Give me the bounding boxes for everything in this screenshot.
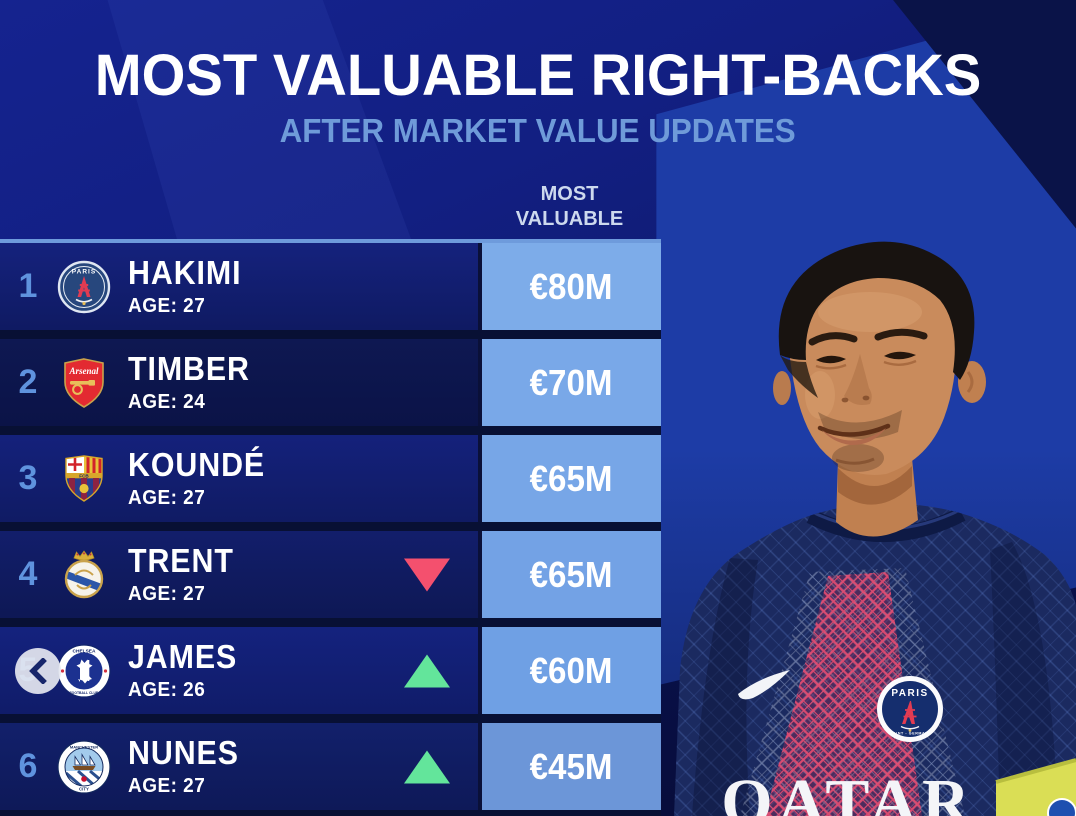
svg-text:CITY: CITY [79, 786, 89, 791]
table-row: 5 CHELSEA FOOTBALL CLUB JAMES AGE: 26 [0, 627, 661, 714]
svg-text:FCB: FCB [79, 473, 89, 478]
psg-crest-icon: PARIS SAINT - GERMAIN [877, 676, 943, 742]
player-name: NUNES [128, 733, 239, 771]
psg-badge-icon: PARIS [56, 259, 112, 315]
shirt: PARIS SAINT - GERMAIN QATAR [674, 503, 1076, 816]
table-row: 6 MANCHESTER CITY [0, 723, 661, 810]
trend-down-icon [404, 558, 450, 591]
market-value: €70M [530, 361, 613, 403]
player-info: KOUNDÉ AGE: 27 [128, 445, 277, 510]
value-column-header: MOST VALUABLE [478, 182, 661, 232]
player-age: AGE: 27 [128, 294, 206, 317]
market-value: €45M [530, 745, 613, 787]
market-value-cell: €65M [478, 531, 661, 618]
page-title: MOST VALUABLE RIGHT-BACKS [94, 43, 982, 108]
chelsea-badge-icon: CHELSEA FOOTBALL CLUB [56, 643, 112, 699]
captain-armband [995, 758, 1076, 816]
shirt-sponsor-text: QATAR [721, 766, 975, 816]
table-row: 4 TRENT AGE: 27 [0, 531, 661, 618]
player-info: HAKIMI AGE: 27 [128, 253, 251, 318]
nike-swoosh-icon [738, 670, 790, 700]
market-value: €60M [530, 649, 613, 691]
page-subtitle: AFTER MARKET VALUE UPDATES [279, 112, 797, 149]
svg-text:SAINT - GERMAIN: SAINT - GERMAIN [890, 732, 930, 736]
table-row: 3 FCB [0, 435, 661, 522]
market-value-cell: €70M [478, 339, 661, 426]
rank-number: 6 [18, 747, 38, 785]
rank-number: 2 [18, 363, 38, 401]
rank-number: 1 [18, 267, 38, 305]
player-name: TRENT [128, 541, 234, 579]
table-row: 2 Arsenal TIMBER AGE: 24 €70M [0, 339, 661, 426]
player-age: AGE: 27 [128, 582, 206, 605]
svg-text:PARIS: PARIS [891, 688, 928, 699]
table-row: 1 PARIS HAKIMI AGE: 27 €80M [0, 243, 661, 330]
player-photo: PARIS SAINT - GERMAIN QATAR [660, 220, 1076, 816]
arsenal-badge-icon: Arsenal [56, 355, 112, 411]
market-value-cell: €60M [478, 627, 661, 714]
ranking-table: 1 PARIS HAKIMI AGE: 27 €80M [0, 239, 661, 816]
rank-number: 4 [18, 555, 38, 593]
chevron-left-icon [29, 658, 47, 684]
player-info: TIMBER AGE: 24 [128, 349, 261, 414]
player-name: HAKIMI [128, 253, 242, 291]
player-age: AGE: 26 [128, 678, 206, 701]
svg-text:Arsenal: Arsenal [68, 366, 99, 376]
svg-text:CHELSEA: CHELSEA [73, 648, 96, 654]
player-info: TRENT AGE: 27 [128, 541, 243, 606]
market-value-cell: €45M [478, 723, 661, 810]
player-info: JAMES AGE: 26 [128, 637, 247, 702]
market-value: €65M [530, 457, 613, 499]
market-value-cell: €65M [478, 435, 661, 522]
table-top-border [0, 239, 661, 243]
player-age: AGE: 27 [128, 774, 206, 797]
market-value: €65M [530, 553, 613, 595]
player-name: TIMBER [128, 349, 250, 387]
player-age: AGE: 27 [128, 486, 206, 509]
value-column-header-line2: VALUABLE [515, 208, 624, 230]
player-name: JAMES [128, 637, 238, 675]
svg-text:MANCHESTER: MANCHESTER [70, 744, 98, 749]
table-backdrop [0, 239, 661, 816]
svg-text:FOOTBALL CLUB: FOOTBALL CLUB [70, 691, 99, 695]
real-madrid-badge-icon [56, 547, 112, 603]
svg-text:PARIS: PARIS [72, 268, 96, 275]
player-age: AGE: 24 [128, 390, 206, 413]
player-face [773, 241, 986, 537]
barcelona-badge-icon: FCB [56, 451, 112, 507]
trend-up-icon [404, 750, 450, 783]
trend-up-icon [404, 654, 450, 687]
rank-number: 3 [18, 459, 38, 497]
value-column-header-line1: MOST [540, 183, 599, 205]
market-value: €80M [530, 265, 613, 307]
carousel-previous-button[interactable] [15, 648, 61, 694]
man-city-badge-icon: MANCHESTER CITY [56, 739, 112, 795]
player-name: KOUNDÉ [128, 445, 266, 483]
player-info: NUNES AGE: 27 [128, 733, 249, 798]
market-value-cell: €80M [478, 243, 661, 330]
